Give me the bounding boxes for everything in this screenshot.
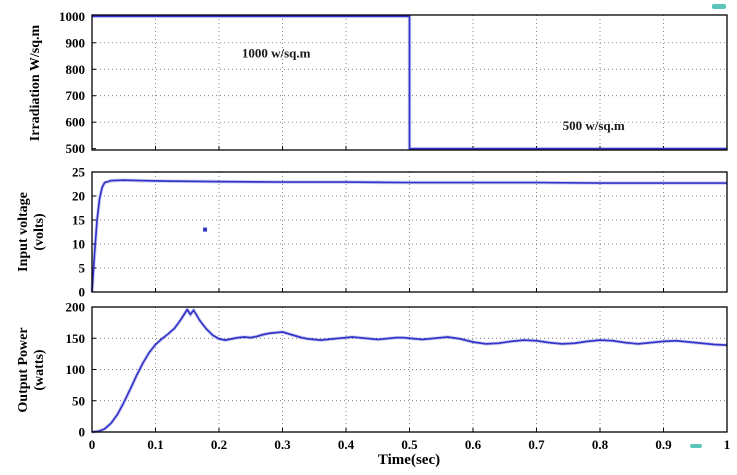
x-tick-label: 0.1 [147, 437, 163, 452]
scan-artifact [712, 4, 726, 9]
x-tick-label: 0.5 [401, 437, 418, 452]
x-tick-label: 0 [89, 437, 96, 452]
x-tick-label: 0.8 [592, 437, 609, 452]
y-tick-label: 200 [66, 300, 86, 315]
plot-box [91, 306, 728, 433]
plot-box [91, 171, 728, 293]
y-tick-label: 50 [72, 393, 85, 408]
y-tick-label: 100 [66, 362, 86, 377]
stray-marker [203, 227, 208, 232]
x-tick-label: 0.6 [465, 437, 482, 452]
y-tick-label: 700 [66, 88, 86, 103]
x-tick-label: 0.2 [211, 437, 227, 452]
irradiation-step [92, 15, 727, 150]
ylabel-input-voltage: Input voltage (volts) [15, 192, 47, 272]
x-tick-label: 0.7 [528, 437, 545, 452]
annotation: 1000 w/sq.m [242, 45, 311, 60]
y-tick-label: 0 [79, 285, 86, 300]
y-tick-label: 900 [66, 35, 86, 50]
x-tick-label: 0.3 [274, 437, 291, 452]
y-tick-label: 800 [66, 62, 86, 77]
y-tick-label: 5 [79, 261, 86, 276]
ylabel-irradiation: Irradiation W/sq.m [27, 24, 43, 142]
xlabel-time: Time(sec) [377, 452, 441, 468]
x-tick-label: 0.9 [655, 437, 672, 452]
output-power-curve [91, 308, 728, 433]
y-tick-label: 10 [72, 237, 85, 252]
input-voltage-curve [91, 179, 727, 293]
y-tick-label: 150 [66, 331, 86, 346]
annotation: 500 w/sq.m [563, 118, 625, 133]
y-tick-label: 1000 [59, 9, 85, 24]
x-tick-label: 0.4 [338, 437, 355, 452]
ylabel-output-power: Output Power (watts) [15, 327, 47, 413]
y-tick-label: 0 [79, 425, 86, 440]
y-tick-label: 20 [72, 189, 85, 204]
subplot-input-voltage: 0 5 10 15 20 25 [72, 165, 728, 300]
y-tick-label: 500 [66, 141, 86, 156]
scan-artifact [690, 444, 702, 448]
subplot-output-power: 0 50 100 150 200 0 0.1 0.2 0.3 0.4 0.5 0.6 0.7 0.8 0.9… [66, 300, 731, 453]
y-tick-label: 15 [72, 213, 86, 228]
y-tick-label: 600 [66, 115, 86, 130]
subplot-irradiation: 500 600 700 800 900 1000 1000 w/sq.m 500 w/sq.m [59, 9, 728, 156]
x-tick-label: 1 [724, 437, 731, 452]
plot-box [91, 14, 728, 151]
y-tick-label: 25 [72, 165, 86, 180]
